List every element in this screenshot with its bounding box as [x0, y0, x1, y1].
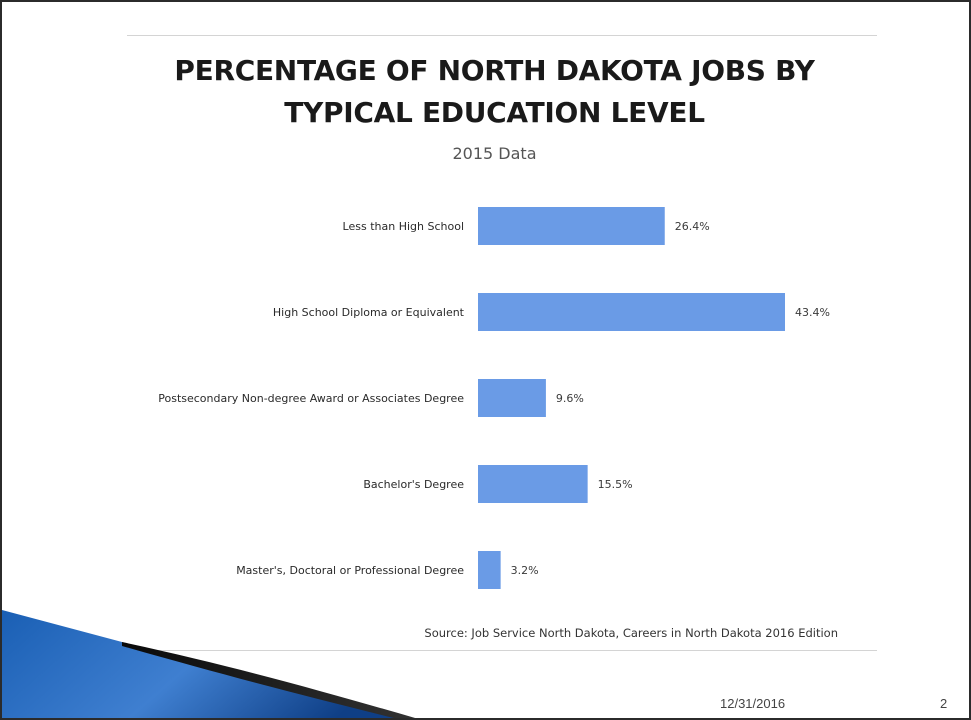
chart-subtitle: 2015 Data: [452, 144, 537, 163]
category-label: Bachelor's Degree: [363, 478, 464, 491]
data-label: 9.6%: [556, 392, 584, 405]
chart-title: PERCENTAGE OF NORTH DAKOTA JOBS BY TYPICA…: [174, 54, 815, 129]
data-label: 15.5%: [598, 478, 633, 491]
category-label: High School Diploma or Equivalent: [273, 306, 465, 319]
data-label: 43.4%: [795, 306, 830, 319]
source-note: Source: Job Service North Dakota, Career…: [424, 626, 838, 640]
data-label: 26.4%: [675, 220, 710, 233]
bar: [478, 551, 501, 589]
bar: [478, 293, 785, 331]
top-rule: [127, 35, 877, 36]
bar: [478, 465, 588, 503]
bar: [478, 207, 665, 245]
category-label: Postsecondary Non-degree Award or Associ…: [158, 392, 464, 405]
data-label: 3.2%: [511, 564, 539, 577]
footer-date: 12/31/2016: [720, 696, 786, 711]
category-label: Master's, Doctoral or Professional Degre…: [236, 564, 464, 577]
page-number: 2: [940, 696, 948, 711]
decorative-swoosh: [2, 610, 416, 718]
bar: [478, 379, 546, 417]
bottom-rule: [127, 650, 877, 651]
category-label: Less than High School: [343, 220, 464, 233]
